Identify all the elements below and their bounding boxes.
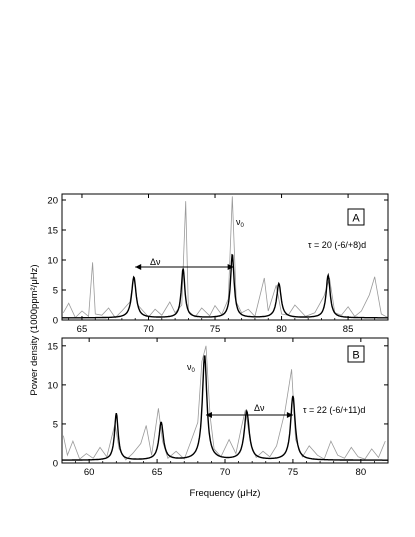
panel-b-delta-nu-arrowhead-right [286,412,293,418]
panel-a-nu0-symbol: ν [236,217,241,227]
x-axis-label: Frequency (μHz) [190,488,261,499]
panel-a-letter: A [352,213,360,225]
panel-b-y-tick-label: 0 [53,459,58,470]
panel-a-y-tick-label: 15 [47,226,58,237]
panel-a-fit-curve [62,253,388,319]
panel-a-y-tick-label: 20 [47,196,58,207]
panel-b-delta-nu-arrow [205,412,293,418]
panel-a-x-tick-label: 65 [77,324,88,335]
panel-a-y-tick-label: 5 [53,286,58,297]
panel-a-nu0-subscript: 0 [241,223,245,229]
panel-b-x-tick-label: 70 [220,467,231,478]
panel-b-x-tick-label: 75 [288,467,299,478]
panel-a-x-tick-label: 75 [210,324,221,335]
panel-a-ticks: 65 70 75 80 85 0 5 10 15 20 [47,194,389,335]
panel-a-x-tick-label: 70 [143,324,154,335]
panel-a-fit-line [62,253,388,319]
panel-b-nu0-label: ν0 [187,362,196,374]
panel-a-grey-spectrum [62,196,389,319]
panel-b-x-tick-label: 65 [152,467,163,478]
panel-b-delta-nu-label: Δν [254,403,265,413]
panel-a-delta-nu-label: Δν [150,257,161,267]
panel-b-fit-curve [62,355,388,461]
panel-b-y-tick-label: 5 [53,419,58,430]
panel-b-x-tick-label: 80 [356,467,367,478]
panel-b-grey-spectrum [63,345,386,461]
panel-b-letter: B [352,350,359,362]
panel-b-ticks: 60 65 70 75 80 0 5 10 15 [47,338,389,478]
panel-b-y-tick-label: 15 [47,341,58,352]
y-axis-label: Power density (1000ppm²/μHz) [29,264,40,395]
panel-b-letter-box [347,345,365,363]
panel-a-x-tick-label: 80 [276,324,287,335]
panel-a-frame [61,193,389,321]
panel-b-delta-nu-arrowhead-left [205,412,212,418]
panel-a-tau-label: τ = 20 (-6/+8)d [308,240,366,250]
panel-a-grey-line [62,196,389,319]
panel-b-x-tick-label: 60 [84,467,95,478]
panel-b-grey-line [63,345,386,461]
panel-b-nu0-subscript: 0 [192,368,196,374]
panel-b-frame [61,337,389,464]
panel-a-delta-nu-arrow [135,264,234,270]
panel-a-letter-box [347,208,365,226]
panel-a-delta-nu-arrowhead-left [135,264,142,270]
panel-b-y-tick-label: 10 [47,380,58,391]
panel-b-tau-label: τ = 22 (-6/+11)d [303,405,365,415]
panel-a-x-tick-label: 85 [343,324,354,335]
panel-b-fit-line [62,355,388,461]
panel-a-nu0-label: ν0 [236,217,245,229]
panel-a-y-tick-label: 0 [53,316,58,327]
panel-b-nu0-symbol: ν [187,362,192,372]
panel-a-y-tick-label: 10 [47,256,58,267]
panel-a-delta-nu-arrowhead-right [227,264,234,270]
